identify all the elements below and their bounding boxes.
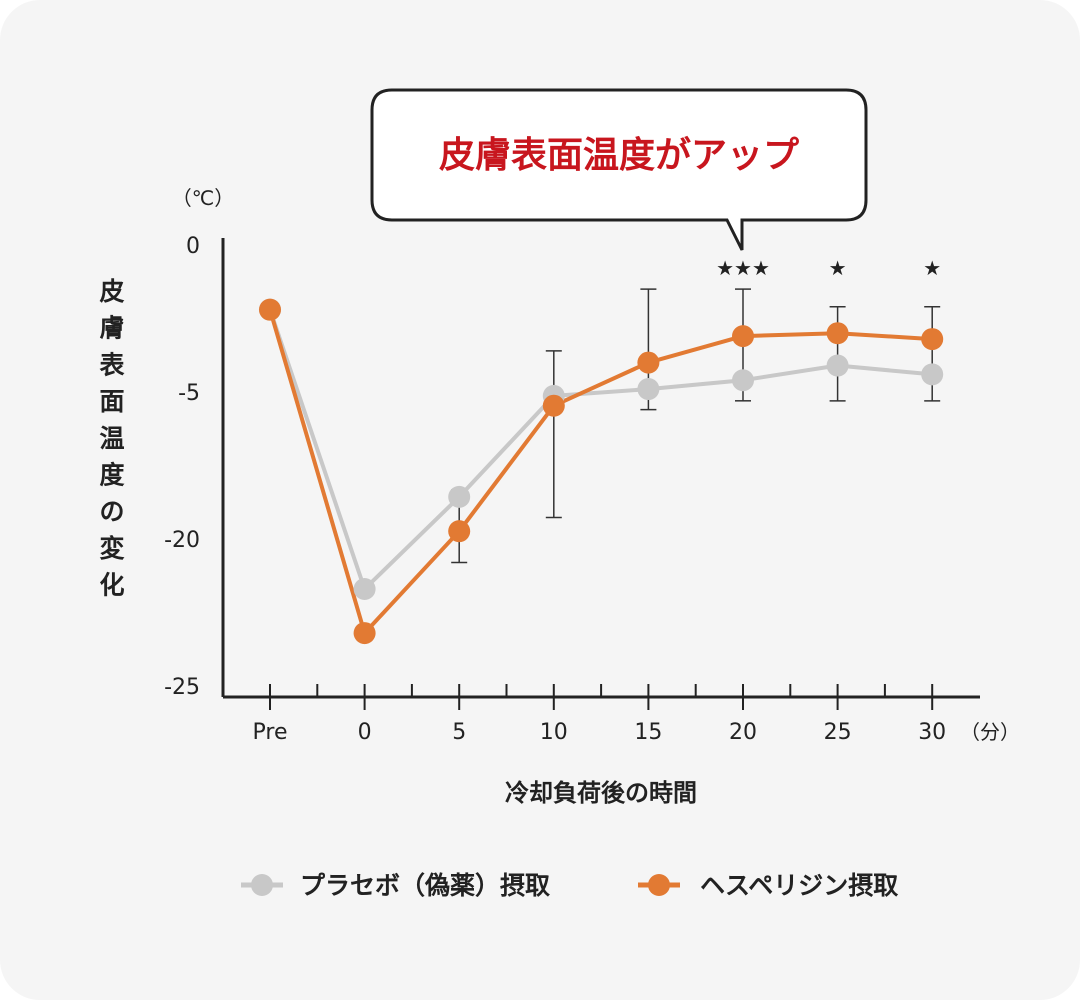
legend-item-placebo: プラセボ（偽薬）摂取	[241, 871, 550, 900]
callout-text: 皮膚表面温度がアップ	[439, 135, 799, 176]
x-tick-label: 25	[824, 720, 852, 745]
x-tick-label: 15	[634, 720, 662, 745]
hesperidin-point	[732, 325, 754, 348]
callout-shape	[370, 88, 868, 251]
significance-star: ★	[829, 256, 847, 280]
legend-hesperidin-marker	[648, 874, 670, 896]
y-axis-label-char: 温	[99, 424, 124, 453]
placebo-point	[353, 577, 376, 600]
significance-markers: ★★★ ★ ★	[716, 256, 941, 280]
x-tick-label: Pre	[253, 720, 288, 745]
data-points	[259, 298, 944, 645]
series-lines	[268, 309, 933, 636]
x-tick-label: 10	[540, 720, 568, 745]
legend: プラセボ（偽薬）摂取 ヘスペリジン摂取	[241, 871, 898, 900]
y-axis-label-char: 表	[99, 350, 125, 379]
placebo-point	[826, 354, 849, 377]
y-axis-label-char: 度	[99, 461, 124, 490]
y-ticks: 0 -5 -20 -25	[164, 234, 200, 700]
placebo-point	[448, 485, 471, 508]
placebo-point	[637, 378, 660, 401]
placebo-series-line	[268, 309, 933, 591]
hesperidin-point	[826, 322, 849, 345]
x-tick-label: 5	[452, 720, 466, 745]
legend-item-hesperidin: ヘスペリジン摂取	[638, 871, 898, 900]
y-tick-label: -5	[178, 381, 200, 406]
hesperidin-point	[921, 328, 944, 351]
x-tick-label: 20	[729, 720, 757, 745]
y-axis-unit: （℃）	[172, 186, 234, 210]
y-tick-label: 0	[186, 234, 200, 259]
x-tick-label: 0	[358, 720, 372, 745]
y-axis-label-char: 皮	[99, 277, 124, 306]
significance-star: ★★★	[716, 256, 770, 280]
y-axis-label-char: 化	[99, 571, 124, 600]
hesperidin-point	[542, 394, 565, 417]
y-tick-label: -20	[164, 528, 200, 553]
y-axis-label-char: 膚	[99, 314, 124, 343]
legend-placebo-label: プラセボ（偽薬）摂取	[300, 871, 550, 900]
x-ticks: Pre 0 5 10 15 20 25 30	[253, 684, 946, 745]
legend-placebo-marker	[251, 874, 273, 896]
placebo-point	[921, 363, 944, 386]
callout-bubble: 皮膚表面温度がアップ	[370, 88, 868, 251]
hesperidin-point	[637, 351, 660, 374]
significance-star: ★	[923, 256, 941, 280]
placebo-point	[732, 369, 754, 392]
y-axis-label-char: 面	[99, 387, 124, 416]
y-axis-label-char: 変	[99, 534, 124, 563]
x-tick-label: 30	[918, 720, 946, 745]
y-tick-label: -25	[164, 675, 200, 700]
hesperidin-point	[259, 298, 281, 321]
hesperidin-point	[353, 622, 376, 645]
x-axis-label: 冷却負荷後の時間	[505, 779, 697, 807]
legend-hesperidin-label: ヘスペリジン摂取	[700, 871, 898, 900]
hesperidin-series-line	[268, 309, 933, 636]
y-axis-label-char: の	[99, 497, 124, 526]
x-axis-unit: （分）	[960, 720, 1020, 744]
hesperidin-point	[448, 520, 471, 543]
